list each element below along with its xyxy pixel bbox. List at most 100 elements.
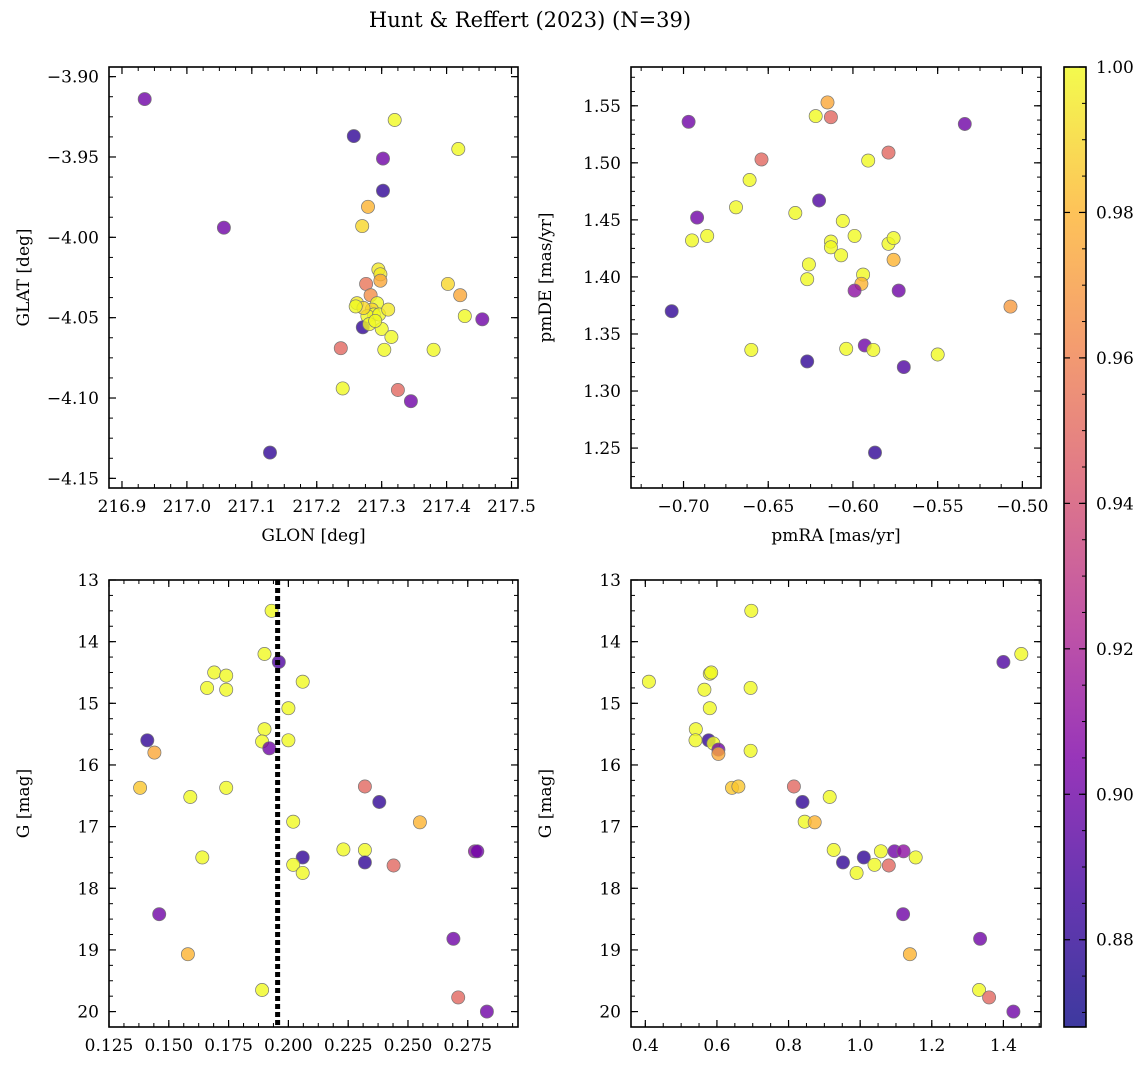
x-tick-label: 1.0: [847, 1036, 874, 1056]
y-tick-label: −4.05: [47, 309, 99, 329]
data-point: [295, 850, 310, 865]
x-tick-label: 0.4: [632, 1036, 659, 1056]
y-tick-label: 1.55: [583, 97, 621, 117]
data-point: [743, 680, 758, 695]
data-point: [216, 220, 231, 235]
x-tick-label: 1.2: [918, 1036, 945, 1056]
x-tick-label: −0.65: [742, 497, 794, 517]
data-point: [861, 153, 876, 168]
y-tick-label: 17: [77, 818, 99, 838]
axes-frame: [108, 66, 519, 489]
data-point: [376, 183, 390, 198]
data-point: [688, 733, 703, 748]
colorbar-tick-label: 1.00: [1096, 58, 1134, 78]
data-point: [823, 110, 838, 125]
data-point: [835, 214, 850, 228]
data-point: [744, 342, 759, 357]
data-point: [839, 341, 854, 356]
y-tick-label: 14: [599, 633, 621, 653]
data-point: [822, 790, 837, 804]
data-point: [295, 865, 310, 880]
data-point: [866, 342, 881, 357]
data-point: [281, 701, 296, 716]
x-tick-label: −0.55: [912, 497, 964, 517]
x-tick-label: −0.60: [827, 497, 879, 517]
x-tick-label: 217.5: [487, 497, 536, 517]
data-point: [685, 233, 699, 248]
x-tick-label: 0.125: [85, 1036, 134, 1056]
data-point: [681, 114, 696, 129]
data-point: [355, 219, 370, 234]
data-point: [704, 665, 719, 680]
y-axis-label: pmDE [mas/yr]: [536, 212, 556, 342]
data-point: [702, 701, 717, 716]
data-point: [368, 313, 383, 328]
colorbar-frame: [1063, 66, 1087, 1028]
x-axis-label: Plx [mas]: [273, 1065, 353, 1067]
data-point: [219, 780, 234, 795]
colorbar-gradient: [1064, 67, 1086, 1027]
data-point: [137, 92, 152, 107]
colorbar-tick-label: 0.96: [1096, 349, 1134, 369]
panel-pmra-pmde: −0.70 −0.65 −0.60 −0.55 −0.50 1.25 1.30 1.35 1.4…: [536, 66, 1048, 546]
x-tick-label: 216.9: [98, 497, 147, 517]
data-point: [412, 815, 427, 830]
data-point: [180, 947, 195, 962]
data-point: [219, 682, 234, 697]
data-point: [335, 381, 350, 396]
x-tick-label: 0.225: [324, 1036, 373, 1056]
data-point: [140, 733, 155, 748]
data-point: [902, 947, 917, 962]
panel-glon-glat: 216.9 217.0 217.1 217.2 217.3 217.4 217.5 −3.90…: [14, 66, 536, 546]
y-tick-label: −3.95: [47, 148, 99, 168]
y-tick-label: 19: [77, 941, 99, 961]
x-tick-label: −0.50: [996, 497, 1048, 517]
panel-bprp-g: 0.4 0.6 0.8 1.0 1.2 1.4 13 14 15 16 17 18 19 20 BP-RP …: [536, 571, 1042, 1067]
data-point: [1014, 647, 1029, 661]
y-tick-label: 20: [77, 1003, 99, 1023]
data-point: [446, 931, 461, 946]
data-point: [856, 850, 871, 865]
data-point: [886, 252, 901, 267]
data-point: [786, 779, 801, 794]
data-point: [200, 680, 215, 695]
data-point: [1003, 299, 1018, 314]
figure-title: Hunt & Reffert (2023) (N=39): [369, 8, 691, 32]
data-point: [451, 142, 466, 156]
data-point: [207, 665, 222, 680]
data-point: [440, 276, 455, 291]
y-tick-label: 1.30: [583, 382, 621, 402]
data-point: [361, 199, 375, 214]
x-tick-label: −0.70: [657, 497, 709, 517]
y-axis-label: G [mag]: [536, 769, 556, 838]
y-tick-label: 1.50: [583, 154, 621, 174]
data-point: [820, 95, 835, 110]
colorbar-tick-label: 0.88: [1096, 931, 1134, 951]
data-point: [387, 113, 402, 127]
data-point: [800, 272, 815, 287]
data-point: [286, 857, 301, 872]
x-axis-label: GLON [deg]: [261, 526, 365, 546]
x-tick-label: 0.175: [204, 1036, 253, 1056]
data-point: [286, 814, 301, 829]
y-tick-label: 1.35: [583, 325, 621, 345]
data-point: [457, 309, 472, 324]
axes-frame: [630, 579, 1042, 1028]
data-point: [346, 129, 361, 144]
y-tick-label: 1.40: [583, 268, 621, 288]
data-point: [982, 990, 997, 1005]
y-tick-label: 16: [77, 756, 99, 776]
data-point: [263, 445, 277, 460]
data-point: [403, 394, 418, 409]
data-point: [426, 342, 441, 357]
y-tick-label: 15: [599, 694, 621, 714]
data-point: [255, 983, 270, 997]
data-point: [881, 858, 896, 873]
data-point: [453, 288, 468, 303]
data-point: [743, 743, 758, 758]
data-point: [133, 780, 148, 795]
x-tick-label: 0.150: [144, 1036, 193, 1056]
y-axis-label: GLAT [deg]: [14, 228, 34, 326]
colorbar-tick-label: 0.94: [1096, 494, 1134, 514]
